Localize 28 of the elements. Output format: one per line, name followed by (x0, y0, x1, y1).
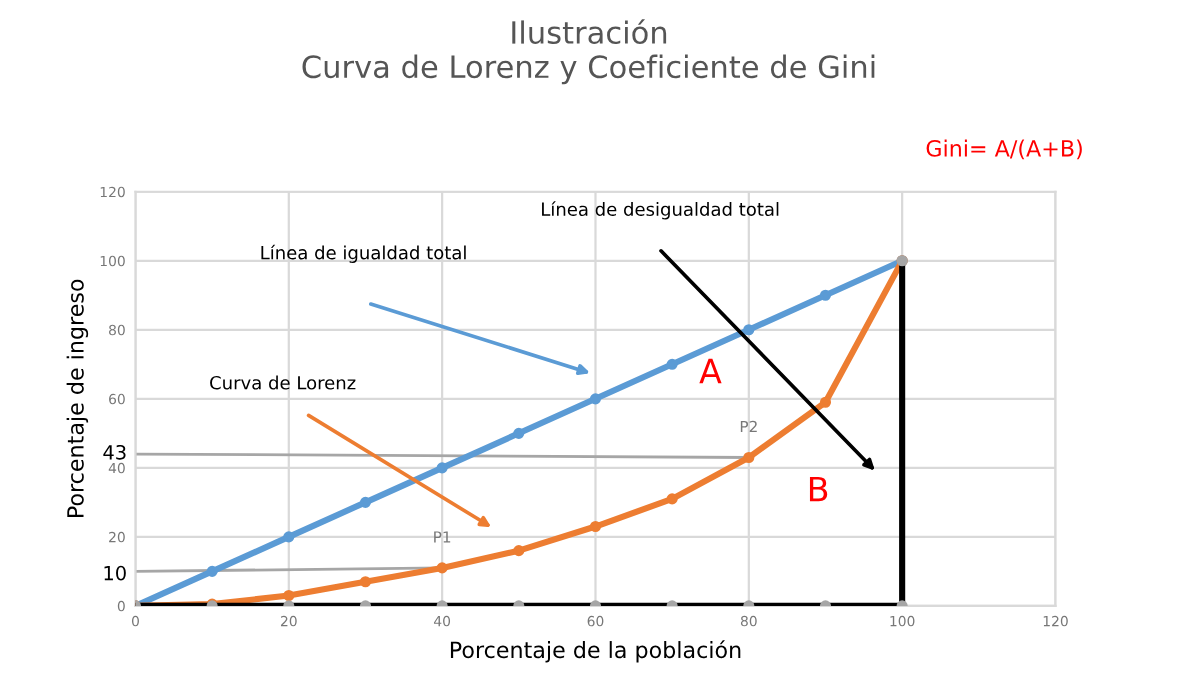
point (283, 589, 295, 602)
point (819, 289, 832, 301)
chart-title: Ilustración Curva de Lorenz y Coeficiente de Gini (302, 19, 875, 85)
point (283, 531, 295, 543)
text: Gini= A/(A+B) (926, 139, 1082, 160)
point (743, 324, 755, 336)
point (206, 565, 218, 577)
annotation: Curva de Lorenz (210, 375, 356, 390)
annotation: Línea de desigualdad total (542, 201, 779, 220)
annotation: Línea de igualdad total (261, 244, 466, 263)
x-axis-title: Porcentaje de la población (450, 640, 741, 663)
annotation: 10 (104, 565, 126, 581)
point (819, 396, 832, 408)
point (589, 520, 602, 533)
annotation: A (699, 358, 722, 384)
annotation: B (809, 476, 828, 502)
annotation: 43 (103, 444, 126, 460)
point (666, 358, 678, 370)
point (589, 393, 602, 405)
point (436, 562, 448, 574)
point (666, 493, 678, 505)
point (436, 462, 448, 474)
point (513, 427, 525, 439)
point (513, 545, 525, 557)
point (359, 576, 372, 588)
y-axis-title: Porcentaje de ingreso (66, 279, 89, 518)
point (743, 451, 755, 464)
point (359, 496, 372, 508)
